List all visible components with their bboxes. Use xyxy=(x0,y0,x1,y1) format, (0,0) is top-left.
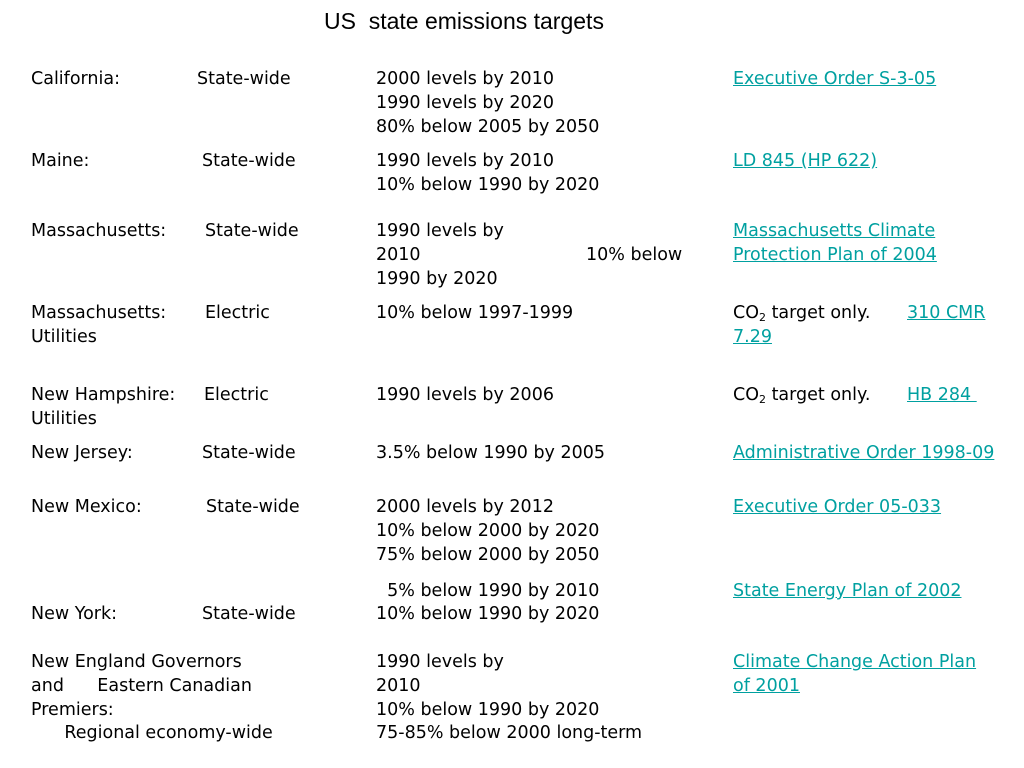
reference-link[interactable]: Administrative Order 1998-09 xyxy=(733,443,995,463)
target-line: 1990 levels by xyxy=(376,652,504,672)
target-line: 2000 levels by 2010 xyxy=(376,69,554,89)
target-line: 1990 levels by 2006 xyxy=(376,385,554,405)
target-line: 80% below 2005 by 2050 xyxy=(376,117,600,137)
scope-label: Regional economy-wide xyxy=(31,723,273,743)
state-label: Maine: xyxy=(31,151,90,171)
reference-link[interactable]: HB 284 xyxy=(907,385,977,405)
target-line: 2000 levels by 2012 xyxy=(376,497,554,517)
state-label: Massachusetts: xyxy=(31,221,167,241)
scope-label: State-wide xyxy=(202,604,296,624)
state-label: California: xyxy=(31,69,120,89)
scope-label: State-wide xyxy=(197,69,291,89)
target-line: 10% below 1990 by 2020 xyxy=(376,604,600,624)
reference-link[interactable]: 310 CMR xyxy=(907,303,986,323)
scope-label: State-wide xyxy=(205,221,299,241)
reference-link[interactable]: Executive Order S-3-05 xyxy=(733,69,937,89)
state-label: Premiers: xyxy=(31,700,114,720)
co2-subscript: 2 xyxy=(759,393,766,406)
state-label: New Jersey: xyxy=(31,443,133,463)
target-line: 10% below xyxy=(586,245,683,265)
target-line: 2010 xyxy=(376,676,421,696)
target-line: 1990 levels by xyxy=(376,221,504,241)
co2-subscript: 2 xyxy=(759,311,766,324)
reference-note: CO2 target only. xyxy=(733,301,870,325)
reference-link[interactable]: Executive Order 05-033 xyxy=(733,497,942,517)
reference-link[interactable]: Protection Plan of 2004 xyxy=(733,245,937,265)
target-line: 1990 by 2020 xyxy=(376,269,498,289)
target-line: 1990 levels by 2020 xyxy=(376,93,554,113)
scope-label-continued: Utilities xyxy=(31,409,97,429)
reference-link[interactable]: Massachusetts Climate xyxy=(733,221,936,241)
scope-label-continued: Utilities xyxy=(31,327,97,347)
state-label: and Eastern Canadian xyxy=(31,676,252,696)
state-label: New York: xyxy=(31,604,118,624)
target-line: 5% below 1990 by 2010 xyxy=(376,581,600,601)
reference-link[interactable]: of 2001 xyxy=(733,676,800,696)
target-line: 10% below 2000 by 2020 xyxy=(376,521,600,541)
scope-label: Electric xyxy=(205,303,270,323)
note-text: target only. xyxy=(766,303,871,323)
scope-label: Electric xyxy=(204,385,269,405)
target-line: 10% below 1990 by 2020 xyxy=(376,175,600,195)
scope-label: State-wide xyxy=(206,497,300,517)
target-line: 10% below 1997-1999 xyxy=(376,303,574,323)
state-label: Massachusetts: xyxy=(31,303,167,323)
reference-link[interactable]: Climate Change Action Plan xyxy=(733,652,977,672)
state-label: New Mexico: xyxy=(31,497,142,517)
reference-link[interactable]: LD 845 (HP 622) xyxy=(733,151,878,171)
reference-link[interactable]: 7.29 xyxy=(733,327,772,347)
target-line: 1990 levels by 2010 xyxy=(376,151,554,171)
scope-label: State-wide xyxy=(202,151,296,171)
reference-link[interactable]: State Energy Plan of 2002 xyxy=(733,581,962,601)
target-line: 75% below 2000 by 2050 xyxy=(376,545,600,565)
co2-text: CO xyxy=(733,385,759,405)
scope-label: State-wide xyxy=(202,443,296,463)
state-label: New England Governors xyxy=(31,652,242,672)
page-title: US state emissions targets xyxy=(324,8,604,34)
target-line: 75-85% below 2000 long-term xyxy=(376,723,643,743)
target-line: 10% below 1990 by 2020 xyxy=(376,700,600,720)
state-label: New Hampshire: xyxy=(31,385,176,405)
note-text: target only. xyxy=(766,385,871,405)
reference-note: CO2 target only. xyxy=(733,383,870,407)
co2-text: CO xyxy=(733,303,759,323)
target-line: 2010 xyxy=(376,245,421,265)
target-line: 3.5% below 1990 by 2005 xyxy=(376,443,606,463)
